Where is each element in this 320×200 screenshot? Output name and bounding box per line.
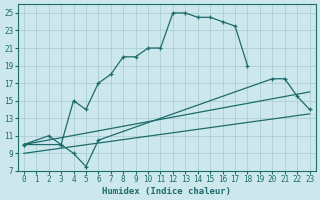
X-axis label: Humidex (Indice chaleur): Humidex (Indice chaleur) <box>102 187 231 196</box>
